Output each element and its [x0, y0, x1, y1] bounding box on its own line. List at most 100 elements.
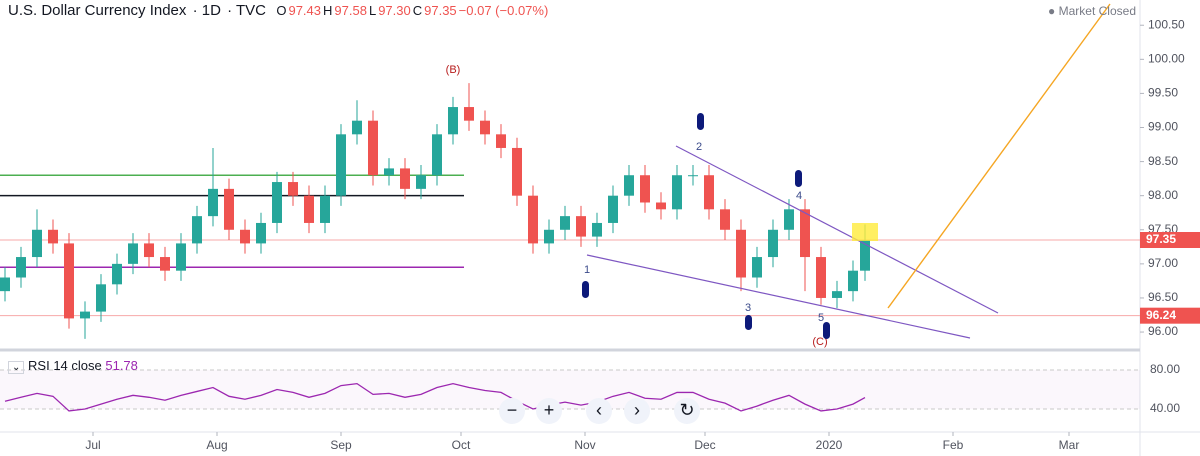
candle-body — [704, 175, 714, 210]
x-tick-label: Aug — [206, 438, 227, 452]
symbol: U.S. Dollar Currency Index — [8, 2, 187, 19]
marker — [823, 322, 830, 339]
candle-body — [816, 257, 826, 298]
wave-label: (C) — [812, 336, 827, 348]
candle-body — [112, 263, 122, 285]
candle-body — [720, 209, 730, 230]
collapse[interactable]: ⌄ — [8, 361, 25, 374]
price-tag — [1140, 232, 1200, 248]
candle-body — [784, 209, 794, 230]
candle-body — [48, 229, 58, 244]
candle-body — [560, 216, 570, 230]
candle-body — [240, 229, 250, 244]
y-tick-label: 100.50 — [1148, 17, 1185, 31]
wave-label: 3 — [745, 302, 751, 314]
candle-body — [144, 243, 154, 258]
candle-body — [80, 311, 90, 319]
y-tick-label: 97.00 — [1148, 256, 1178, 270]
candle-body — [224, 188, 234, 230]
y-tick-label: 98.50 — [1148, 154, 1178, 168]
candle-body — [272, 182, 282, 223]
interval: 1D — [201, 2, 221, 19]
candle-body — [64, 243, 74, 319]
zoom-out[interactable]: − — [499, 398, 525, 424]
candle-body — [860, 240, 870, 271]
marker — [697, 113, 704, 130]
candle-body — [432, 134, 442, 176]
wave-label: 4 — [796, 190, 802, 202]
ohlc-value: 97.58 — [334, 3, 367, 18]
y-tick-label: 99.00 — [1148, 120, 1178, 134]
price-tag-label: 97.35 — [1146, 232, 1176, 246]
x-tick-label: Feb — [943, 438, 964, 452]
candle-body — [576, 216, 586, 237]
candle-body — [800, 209, 810, 258]
candle-body — [288, 182, 298, 196]
exchange: TVC — [236, 2, 266, 19]
candle-body — [384, 168, 394, 176]
marker — [795, 170, 802, 187]
trend-line — [586, 254, 971, 339]
candle-body — [624, 175, 634, 196]
candle-body — [640, 175, 650, 203]
indicator-name: RSI — [28, 358, 50, 373]
change: −0.07 (−0.07%) — [458, 3, 549, 18]
candle-body — [672, 175, 682, 210]
x-tick-label: Oct — [452, 438, 471, 452]
y-tick-label: 80.00 — [1150, 362, 1180, 376]
wave-label: 2 — [696, 141, 702, 153]
candle-body — [176, 243, 186, 271]
indicator-value: 51.78 — [105, 358, 138, 373]
x-tick-label: 2020 — [816, 438, 843, 452]
wave-label: (B) — [446, 64, 461, 76]
status-text: Market Closed — [1058, 4, 1136, 18]
candle-body — [336, 134, 346, 196]
x-tick-label: Sep — [330, 438, 352, 452]
ohlc-value: 97.43 — [288, 3, 322, 18]
candle-body — [512, 147, 522, 196]
x-tick-label: Dec — [694, 438, 715, 452]
candle-body — [480, 120, 490, 135]
candle-body — [128, 243, 138, 264]
rsi-line — [4, 382, 866, 412]
indicator-params: 14 close — [53, 358, 102, 373]
ohlc-key: O — [276, 3, 287, 18]
candle-body — [256, 222, 266, 244]
x-tick-label: Jul — [85, 438, 100, 452]
scroll-right[interactable]: › — [624, 398, 650, 424]
y-tick-label: 100.00 — [1148, 51, 1185, 65]
highlight — [852, 223, 878, 241]
y-tick-label: 40.00 — [1150, 401, 1180, 415]
scroll-left[interactable]: ‹ — [586, 398, 612, 424]
y-tick-label: 96.50 — [1148, 290, 1178, 304]
ohlc-value: 97.30 — [378, 3, 411, 18]
x-tick-label: Nov — [574, 438, 595, 452]
y-tick-label: 99.50 — [1148, 86, 1178, 100]
candle-body — [848, 270, 858, 292]
price-tag — [1140, 307, 1200, 324]
plot: 100.50100.0099.5099.0098.5098.0097.5097.… — [0, 17, 1200, 452]
candle-body — [496, 134, 506, 148]
projection-line — [887, 3, 1111, 309]
candle-body — [736, 229, 746, 278]
candle-body — [400, 168, 410, 189]
candle-body — [368, 120, 378, 176]
y-tick-label: 96.00 — [1148, 324, 1178, 338]
wave-label: 5 — [818, 312, 824, 324]
ohlc-key: H — [323, 3, 333, 18]
wave-label: 1 — [584, 264, 590, 276]
candle-body — [96, 284, 106, 312]
reset[interactable]: ↻ — [674, 398, 700, 424]
candle-body — [192, 216, 202, 244]
candle-body — [752, 257, 762, 278]
candle-body — [688, 175, 698, 177]
candle-body — [528, 195, 538, 244]
x-tick-label: Mar — [1059, 438, 1080, 452]
trend-line — [675, 145, 999, 314]
zoom-in[interactable]: + — [536, 398, 562, 424]
candle-body — [592, 222, 602, 237]
candle-body — [304, 195, 314, 223]
